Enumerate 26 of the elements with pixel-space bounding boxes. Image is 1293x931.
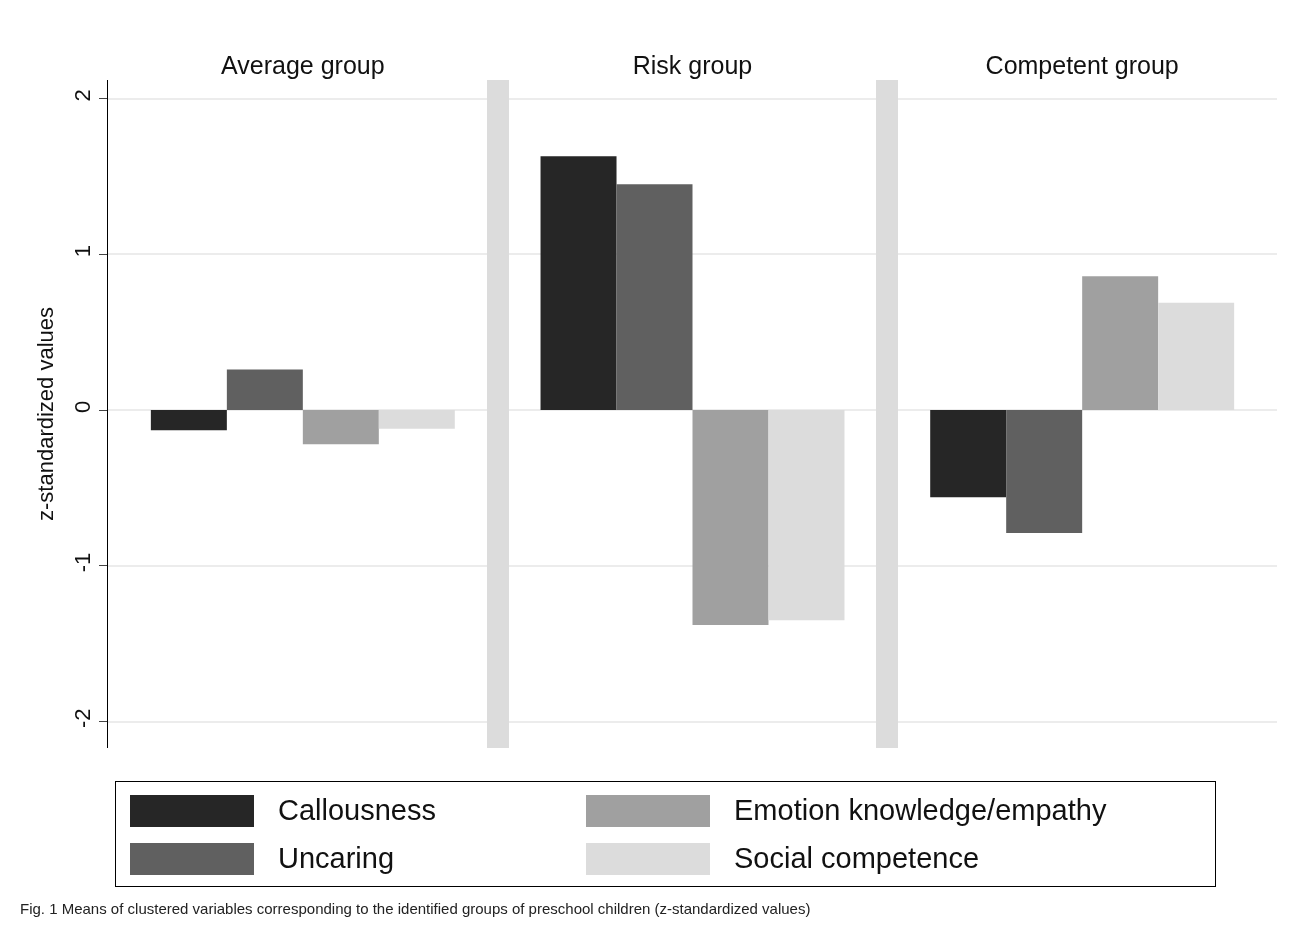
legend-label: Social competence [734, 842, 980, 875]
y-tick-label: 0 [70, 400, 96, 413]
x-tick-label: Risk group [632, 51, 753, 79]
bar [150, 410, 227, 431]
legend-label: Uncaring [278, 842, 395, 875]
y-axis-title: z-standardized values [33, 306, 58, 522]
bar [1006, 410, 1083, 534]
bar [930, 410, 1007, 498]
caption: Fig. 1 Means of clustered variables corresponding to the identified groups of preschool children (z-standardized values) [20, 900, 811, 917]
x-tick-label: Average group [221, 51, 385, 79]
bar [616, 184, 693, 411]
y-tick-label: -1 [70, 552, 96, 573]
bar [378, 410, 455, 429]
bar [1082, 276, 1159, 411]
y-tick-label: -2 [70, 708, 96, 729]
bar [768, 410, 845, 621]
x-tick-label: Competent group [985, 51, 1179, 79]
legend-label: Emotion knowledge/empathy [734, 794, 1107, 827]
bar [226, 369, 303, 411]
bar [540, 156, 617, 411]
bar [1158, 302, 1235, 411]
bar [302, 410, 379, 445]
bar [692, 410, 769, 625]
y-tick-label: 1 [70, 244, 96, 258]
y-tick-label: 2 [70, 89, 96, 102]
legend-label: Callousness [278, 794, 436, 827]
